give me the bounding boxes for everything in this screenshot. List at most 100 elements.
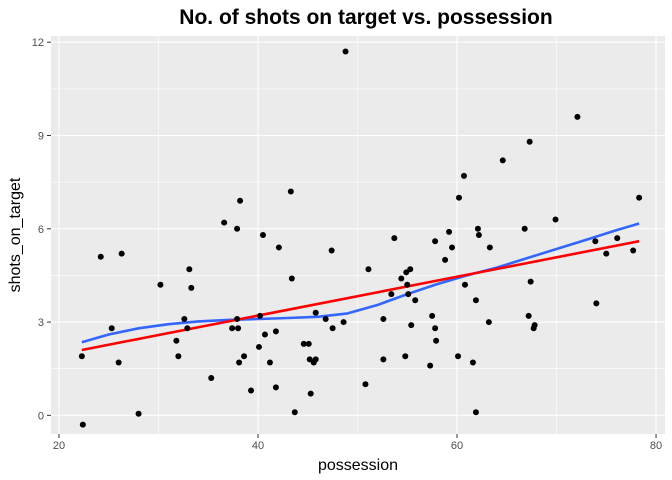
data-point: [398, 275, 405, 282]
data-point: [291, 409, 298, 416]
data-point: [427, 362, 434, 369]
data-point: [408, 322, 415, 329]
data-point: [236, 359, 243, 366]
x-tick-label: 40: [252, 440, 264, 452]
fit-lines: [81, 222, 640, 352]
x-tick-label: 60: [451, 440, 463, 452]
data-point: [405, 291, 412, 298]
data-point: [322, 315, 329, 322]
plot-panel: [51, 36, 665, 434]
data-point: [329, 325, 336, 332]
data-point: [636, 194, 643, 201]
data-point: [208, 375, 215, 382]
data-point: [288, 275, 295, 282]
data-point: [442, 256, 449, 263]
data-point: [305, 340, 312, 347]
y-tick-label: 6: [38, 224, 44, 236]
data-point: [432, 238, 439, 245]
data-point: [526, 138, 533, 145]
x-axis-title: possession: [318, 457, 398, 474]
data-point: [261, 331, 268, 338]
y-tick-label: 9: [38, 131, 44, 143]
y-tick-label: 12: [32, 37, 44, 49]
data-point: [407, 266, 414, 273]
data-point: [78, 353, 85, 360]
data-point: [630, 247, 637, 254]
data-point: [362, 381, 369, 388]
data-point: [614, 235, 621, 242]
data-point: [429, 312, 436, 319]
x-tick-label: 20: [53, 440, 65, 452]
data-point: [300, 340, 307, 347]
data-point: [79, 421, 86, 428]
data-point: [412, 297, 419, 304]
y-tick-label: 0: [38, 410, 44, 422]
y-tick-label: 3: [38, 317, 44, 329]
data-point: [474, 225, 481, 232]
data-point: [235, 325, 242, 332]
data-point: [404, 281, 411, 288]
data-points: [78, 48, 643, 428]
data-point: [432, 325, 439, 332]
data-point: [388, 291, 395, 298]
data-point: [461, 281, 468, 288]
data-point: [499, 157, 506, 164]
data-point: [475, 232, 482, 238]
data-point: [328, 247, 335, 254]
data-point: [234, 225, 241, 232]
data-point: [485, 319, 492, 326]
data-point: [188, 284, 195, 291]
data-point: [402, 353, 409, 360]
y-axis-title: shots_on_target: [7, 177, 24, 292]
data-point: [527, 278, 534, 285]
data-point: [118, 250, 125, 257]
data-point: [157, 281, 164, 288]
data-point: [525, 312, 532, 319]
data-point: [486, 244, 493, 251]
data-point: [469, 359, 476, 366]
data-point: [342, 48, 349, 55]
data-point: [472, 297, 479, 304]
data-point: [173, 337, 180, 344]
data-point: [97, 253, 104, 260]
data-point: [380, 356, 387, 363]
data-point: [237, 197, 244, 204]
data-point: [391, 235, 398, 242]
data-point: [221, 219, 228, 226]
data-point: [552, 216, 559, 223]
data-point: [229, 325, 236, 332]
data-point: [256, 312, 263, 319]
data-point: [312, 356, 319, 363]
data-point: [241, 353, 248, 360]
data-point: [248, 387, 255, 394]
data-point: [593, 300, 600, 307]
data-point: [365, 266, 372, 273]
data-point: [603, 250, 610, 257]
data-point: [433, 337, 440, 344]
data-point: [234, 315, 241, 322]
data-point: [312, 309, 319, 316]
data-point: [380, 315, 387, 322]
x-tick-label: 80: [650, 440, 662, 452]
data-point: [181, 315, 188, 322]
data-point: [531, 322, 538, 329]
data-point: [449, 244, 456, 251]
data-point: [175, 353, 182, 360]
data-point: [574, 113, 581, 120]
data-point: [460, 172, 467, 179]
data-point: [184, 325, 191, 332]
data-point: [259, 232, 266, 238]
data-point: [108, 325, 115, 332]
data-point: [115, 359, 122, 366]
data-point: [275, 244, 282, 251]
data-point: [446, 228, 453, 235]
smooth-fit-line: [81, 222, 640, 344]
data-point: [272, 328, 279, 335]
data-point: [592, 238, 599, 245]
data-point: [255, 343, 262, 350]
gridlines: [51, 36, 665, 434]
linear-fit-line: [81, 239, 640, 352]
chart-title: No. of shots on target vs. possession: [179, 6, 552, 29]
data-point: [287, 188, 294, 195]
